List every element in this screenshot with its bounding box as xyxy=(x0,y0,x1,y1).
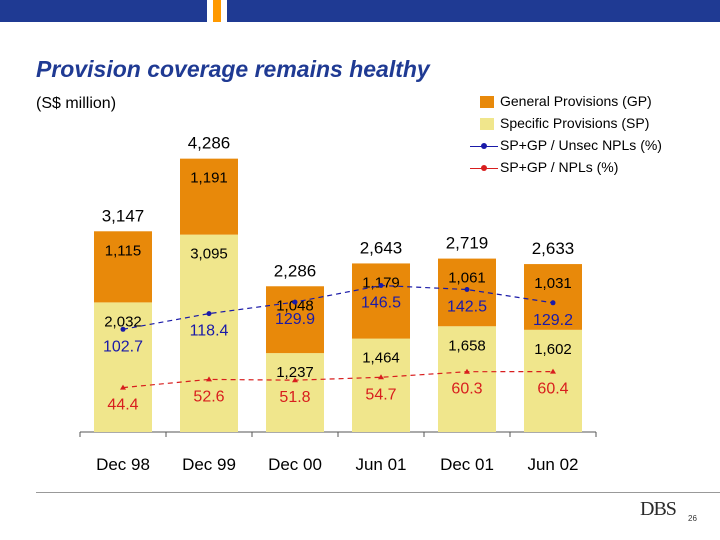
bar-sp-0 xyxy=(94,302,152,432)
label-total-0: 3,147 xyxy=(102,206,145,225)
top-bar-0 xyxy=(0,0,207,22)
x-tick-label-4: Dec 01 xyxy=(440,455,494,474)
label-ratio-1-5: 60.4 xyxy=(537,381,568,398)
label-total-4: 2,719 xyxy=(446,234,489,253)
point-1-3 xyxy=(378,374,384,380)
label-gp-0: 1,115 xyxy=(105,242,141,259)
label-ratio-1-0: 44.4 xyxy=(107,397,138,414)
bar-gp-2 xyxy=(266,286,324,354)
legend-label-sp: Specific Provisions (SP) xyxy=(500,115,650,131)
label-gp-4: 1,061 xyxy=(448,270,486,287)
legend-item-npls: SP+GP / NPLs (%) xyxy=(470,158,710,180)
legend-label-npls: SP+GP / NPLs (%) xyxy=(500,159,619,175)
x-tick-label-0: Dec 98 xyxy=(96,455,150,474)
label-sp-2: 1,237 xyxy=(276,364,314,381)
legend-marker-unsec xyxy=(481,143,487,149)
point-0-3 xyxy=(378,283,384,288)
bar-sp-1 xyxy=(180,234,238,432)
legend-item-gp: General Provisions (GP) xyxy=(470,92,710,114)
legend-swatch-gp xyxy=(480,96,494,108)
page-title: Provision coverage remains healthy xyxy=(36,56,430,82)
x-tick-label-3: Jun 01 xyxy=(355,455,406,474)
top-bar-2 xyxy=(227,0,720,22)
bar-sp-4 xyxy=(438,326,496,432)
legend-label-gp: General Provisions (GP) xyxy=(500,93,652,109)
top-decoration xyxy=(0,0,720,22)
legend-swatch-sp xyxy=(480,118,494,130)
x-tick-label-2: Dec 00 xyxy=(268,455,322,474)
bar-sp-5 xyxy=(524,329,582,432)
point-0-0 xyxy=(120,326,126,332)
bar-sp-3 xyxy=(352,338,410,432)
label-sp-5: 1,602 xyxy=(534,341,572,358)
dbs-logo: DBS xyxy=(640,498,677,520)
legend-label-unsec: SP+GP / Unsec NPLs (%) xyxy=(500,137,662,153)
series-line-0 xyxy=(122,284,554,330)
legend-item-unsec: SP+GP / Unsec NPLs (%) xyxy=(470,136,710,158)
point-1-1 xyxy=(206,376,212,382)
bar-gp-5 xyxy=(524,264,582,330)
footer-divider xyxy=(36,492,720,493)
label-ratio-0-5: 129.2 xyxy=(533,312,573,329)
top-bar-1 xyxy=(213,0,221,22)
point-0-2 xyxy=(292,299,298,305)
bar-gp-1 xyxy=(180,158,238,235)
label-ratio-0-0: 102.7 xyxy=(103,338,143,355)
label-ratio-0-3: 146.5 xyxy=(361,295,401,312)
x-tick-label-5: Jun 02 xyxy=(527,455,578,474)
label-total-3: 2,643 xyxy=(360,238,403,257)
bar-gp-0 xyxy=(94,231,152,303)
legend: General Provisions (GP) Specific Provisi… xyxy=(470,92,710,180)
label-sp-1: 3,095 xyxy=(190,246,228,263)
bar-gp-4 xyxy=(438,258,496,327)
label-ratio-0-1: 118.4 xyxy=(190,323,229,340)
point-1-4 xyxy=(464,368,470,374)
label-total-5: 2,633 xyxy=(532,239,575,258)
label-gp-3: 1,179 xyxy=(362,274,400,291)
label-total-2: 2,286 xyxy=(274,261,317,280)
label-sp-0: 2,032 xyxy=(104,313,142,330)
point-0-1 xyxy=(206,311,212,317)
x-tick-label-1: Dec 99 xyxy=(182,455,236,474)
bar-gp-3 xyxy=(352,263,410,339)
legend-marker-npls xyxy=(481,165,487,171)
bar-sp-2 xyxy=(266,353,324,432)
point-1-5 xyxy=(550,368,556,374)
point-1-2 xyxy=(292,377,298,383)
point-1-0 xyxy=(120,384,126,390)
label-ratio-1-3: 54.7 xyxy=(365,386,396,403)
label-ratio-1-2: 51.8 xyxy=(279,389,310,406)
label-ratio-1-1: 52.6 xyxy=(193,388,224,405)
label-total-1: 4,286 xyxy=(188,134,231,153)
label-sp-4: 1,658 xyxy=(448,337,486,354)
unit-label: (S$ million) xyxy=(36,95,117,112)
label-gp-5: 1,031 xyxy=(534,275,572,292)
label-ratio-0-2: 129.9 xyxy=(275,311,315,328)
point-0-5 xyxy=(550,300,556,306)
page-number: 26 xyxy=(688,514,697,523)
label-ratio-0-4: 142.5 xyxy=(447,299,487,316)
label-gp-2: 1,048 xyxy=(276,297,314,314)
point-0-4 xyxy=(464,287,470,292)
label-gp-1: 1,191 xyxy=(190,170,228,187)
label-sp-3: 1,464 xyxy=(362,350,400,367)
label-ratio-1-4: 60.3 xyxy=(451,381,482,398)
legend-item-sp: Specific Provisions (SP) xyxy=(470,114,710,136)
